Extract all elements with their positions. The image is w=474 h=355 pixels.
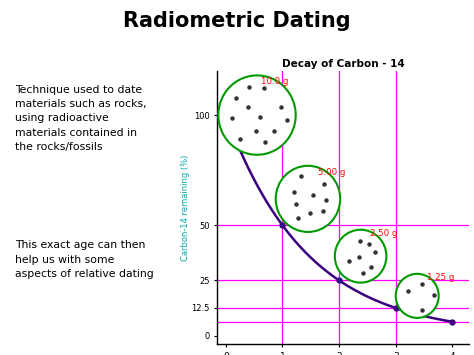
- Text: 1.25 g: 1.25 g: [427, 273, 454, 283]
- Ellipse shape: [396, 274, 438, 318]
- Text: This exact age can then
help us with some
aspects of relative dating: This exact age can then help us with som…: [15, 240, 154, 279]
- Ellipse shape: [219, 75, 296, 155]
- Text: Radiometric Dating: Radiometric Dating: [123, 11, 351, 31]
- Ellipse shape: [335, 230, 386, 283]
- Ellipse shape: [276, 166, 340, 232]
- Text: Technique used to date
materials such as rocks,
using radioactive
materials cont: Technique used to date materials such as…: [15, 85, 147, 152]
- Text: 2.50 g: 2.50 g: [370, 229, 398, 238]
- Text: 5.00 g: 5.00 g: [318, 168, 345, 176]
- Title: Decay of Carbon - 14: Decay of Carbon - 14: [282, 59, 405, 69]
- Text: 10.0 g: 10.0 g: [261, 77, 288, 86]
- Y-axis label: Carbon-14 remaining (%): Carbon-14 remaining (%): [181, 154, 190, 261]
